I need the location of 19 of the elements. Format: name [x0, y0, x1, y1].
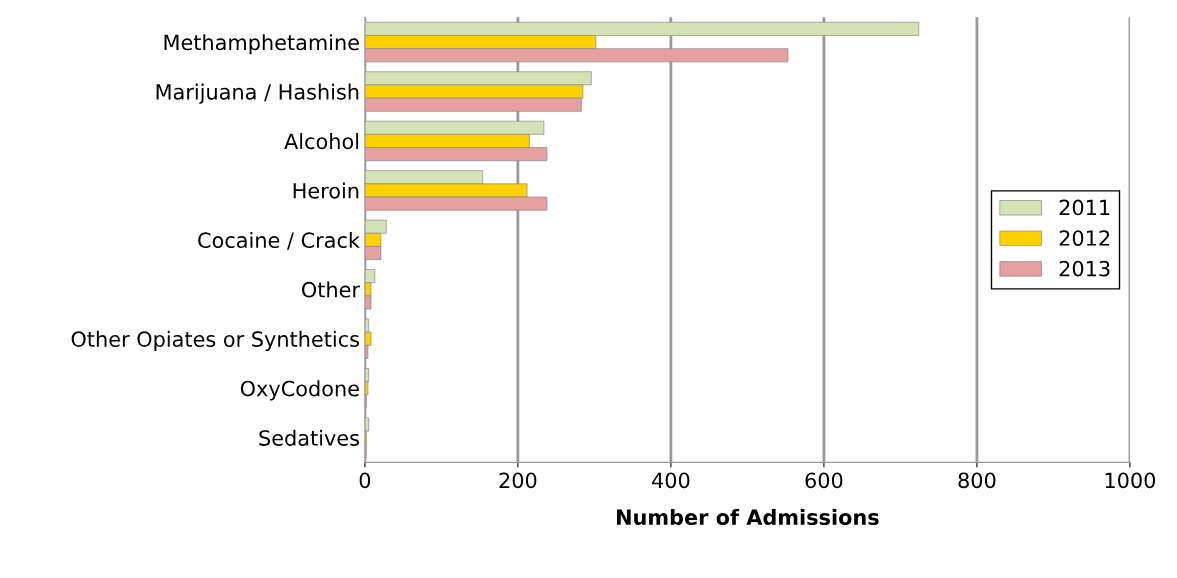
x-tick-label: 800: [958, 472, 996, 489]
y-tick-label: Sedatives: [259, 429, 359, 446]
x-tick-label: 200: [499, 472, 537, 489]
x-tick-label: 600: [805, 472, 843, 489]
x-tick-label: 400: [652, 472, 690, 489]
x-tick-label: 0: [359, 472, 371, 489]
y-tick-label: OxyCodone: [240, 380, 359, 401]
y-tick-label: Other Opiates or Synthetics: [71, 330, 359, 352]
y-tick-label: Marijuana / Hashish: [156, 83, 359, 104]
y-tick-label: Alcohol: [284, 133, 359, 150]
legend-label: 2011: [1059, 199, 1110, 216]
legend-label: 2012: [1059, 230, 1110, 246]
y-tick-label: Other: [302, 281, 361, 298]
legend-label: 2013: [1059, 260, 1110, 277]
y-tick-label: Cocaine / Crack: [198, 231, 360, 250]
x-tick-label: 1000: [1105, 472, 1156, 489]
y-tick-label: Heroin: [293, 182, 359, 199]
x-axis-title: Number of Admissions: [617, 508, 879, 526]
y-tick-label: Methamphetamine: [164, 34, 359, 55]
